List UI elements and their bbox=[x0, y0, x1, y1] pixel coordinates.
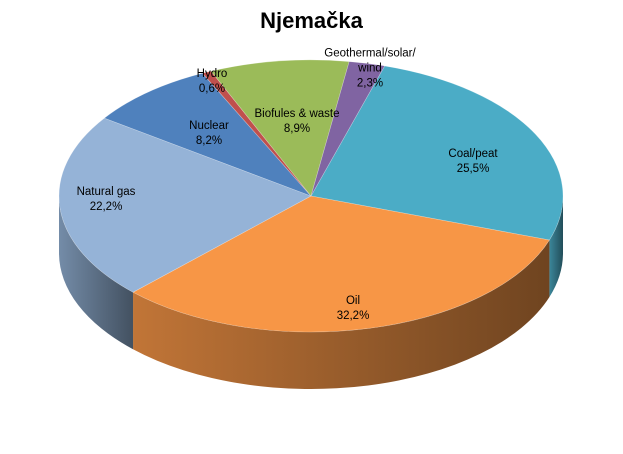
chart-title: Njemačka bbox=[260, 8, 363, 33]
slice-label-value: 2,3% bbox=[356, 77, 384, 90]
pie-slice-nuclear bbox=[103, 72, 312, 197]
slice-label-value: 25,5% bbox=[456, 163, 490, 175]
pie-slice-hydro bbox=[201, 70, 312, 197]
slice-label-hydro: Hydro 0,6% bbox=[197, 67, 228, 97]
pie-wall-coal-peat bbox=[549, 196, 563, 298]
slice-label-value: 8,2% bbox=[195, 135, 223, 147]
slice-label-geothermal-solar-wind: Geothermal/solar/ wind 2,3% bbox=[315, 47, 425, 92]
pie-wall-natural-gas bbox=[59, 196, 134, 350]
slice-label-name: Biofules & waste bbox=[254, 108, 340, 120]
slice-label-name: Nuclear bbox=[189, 120, 229, 132]
slice-label-nuclear: Nuclear 8,2% bbox=[189, 119, 229, 149]
slice-label-value: 32,2% bbox=[336, 310, 370, 322]
slice-label-value: 0,6% bbox=[198, 83, 226, 95]
slice-label-value: 22,2% bbox=[89, 201, 123, 213]
slice-label-oil: Oil 32,2% bbox=[337, 294, 370, 324]
pie-side-walls bbox=[59, 196, 563, 389]
pie-slice-oil bbox=[132, 195, 550, 333]
pie-slice-geothermal-solar-wind bbox=[310, 61, 386, 197]
pie-slice-coal-peat bbox=[310, 65, 564, 241]
pie-wall-oil bbox=[133, 240, 550, 389]
slice-label-coal-peat: Coal/peat 25,5% bbox=[448, 147, 497, 177]
pie-slices bbox=[58, 59, 564, 333]
slice-label-name: Geothermal/solar/ wind bbox=[324, 47, 416, 75]
slice-label-biofules-waste: Biofules & waste 8,9% bbox=[254, 107, 339, 137]
slice-label-name: Natural gas bbox=[76, 186, 136, 198]
slice-label-name: Oil bbox=[345, 295, 361, 307]
slice-label-value: 8,9% bbox=[283, 123, 311, 135]
slice-label-name: Hydro bbox=[196, 68, 228, 80]
pie-slice-biofules-waste bbox=[210, 59, 350, 197]
slice-label-name: Coal/peat bbox=[448, 148, 498, 160]
slice-label-natural-gas: Natural gas 22,2% bbox=[77, 185, 136, 215]
pie-slice-natural-gas bbox=[58, 117, 312, 293]
